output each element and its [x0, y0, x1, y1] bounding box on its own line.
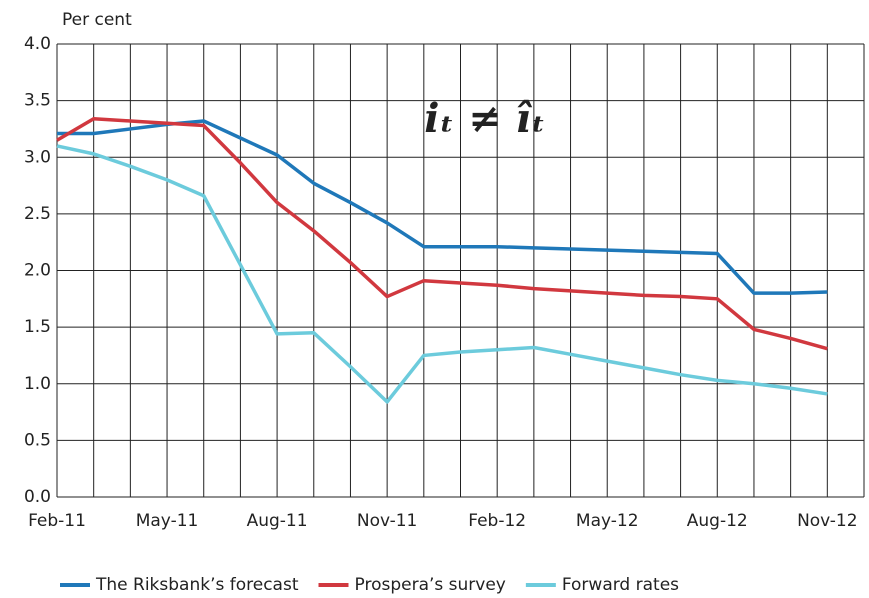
y-tick-label: 4.0: [24, 34, 51, 54]
x-tick-label: Aug-11: [247, 511, 308, 531]
y-tick-label: 2.5: [24, 204, 51, 224]
x-tick-label: Feb-11: [28, 511, 86, 531]
legend-label: The Riksbank’s forecast: [95, 575, 299, 595]
y-tick-label: 3.0: [24, 147, 51, 167]
x-tick-label: Feb-12: [468, 511, 526, 531]
x-tick-label: May-11: [136, 511, 199, 531]
y-tick-label: 1.5: [24, 317, 51, 337]
x-tick-label: Aug-12: [687, 511, 748, 531]
y-axis-label: Per cent: [62, 10, 132, 30]
y-tick-label: 0.5: [24, 430, 51, 450]
series-line: [57, 119, 828, 295]
legend-label: Forward rates: [562, 575, 679, 595]
x-tick-label: Nov-11: [357, 511, 418, 531]
series-line: [56, 116, 828, 351]
annotation: iₜ ≠ îₜ: [424, 95, 545, 142]
legend-label: Prospera’s survey: [355, 575, 506, 595]
y-tick-label: 0.0: [24, 487, 51, 507]
y-tick-label: 2.0: [24, 261, 51, 281]
series-line: [56, 144, 828, 404]
y-tick-label: 1.0: [24, 374, 51, 394]
x-tick-label: Nov-12: [797, 511, 858, 531]
y-tick-label: 3.5: [24, 91, 51, 111]
x-tick-label: May-12: [576, 511, 639, 531]
